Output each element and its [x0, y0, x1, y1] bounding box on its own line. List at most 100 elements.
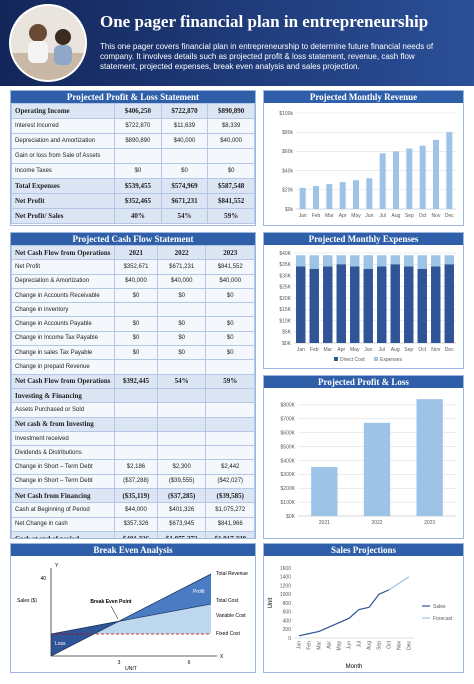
table-row: Cash at end of period $401,326 $1,075,272 $…: [11, 530, 255, 538]
y-tick-label: $300K: [281, 472, 296, 478]
table-row: Income Taxes $0 $0 $0: [11, 163, 255, 179]
cell: 59%: [207, 208, 255, 224]
cell: $0: [114, 330, 158, 347]
cell: ($37,285): [156, 488, 207, 504]
tick: 6: [188, 660, 191, 666]
x-tick-label: Apr: [337, 347, 345, 353]
bar: [311, 467, 338, 516]
cell: [156, 359, 207, 375]
bar-segment: [296, 255, 306, 267]
x-tick-label: Nov: [431, 347, 440, 353]
axis-name: Y: [55, 563, 59, 569]
y-tick-label: $700K: [281, 417, 296, 423]
table-row: Net cash & from Investing: [11, 416, 255, 432]
cell: $401,326: [156, 502, 207, 518]
y-tick-label: 1600: [280, 566, 291, 572]
cell: $352,671: [114, 259, 158, 275]
cell: $0: [114, 316, 158, 332]
y-tick-label: 1000: [280, 592, 291, 598]
x-tick-label: Mar: [317, 641, 323, 650]
legend-swatch: [334, 357, 338, 361]
cell: $0: [207, 163, 255, 179]
chart-panel: Projected Monthly Revenue $0k $20k $40k $60…: [263, 90, 464, 226]
y-tick-label: $0K: [282, 341, 292, 347]
x-tick-label: Oct: [418, 347, 426, 353]
cell: $0: [156, 316, 207, 332]
y-tick-label: $10K: [279, 318, 291, 324]
cell: $722,870: [160, 103, 209, 119]
cost-line: [50, 603, 212, 635]
y-tick-label: $20K: [279, 296, 291, 302]
cell: $40,000: [156, 273, 207, 289]
y-tick-label: 400: [283, 618, 292, 624]
cell: [114, 148, 162, 164]
row-label: Change in Accounts Payable: [11, 316, 115, 332]
axis-name: X: [220, 654, 224, 660]
table-row: Change in Income Tax Payable $0 $0 $0: [11, 330, 255, 347]
line-label: Fixed Cost: [216, 631, 241, 637]
y-tick-label: $30K: [279, 273, 291, 279]
table: Net Cash Flow from Operations 2021 2022 202…: [11, 244, 255, 538]
line-label: Variable Cost: [216, 613, 246, 619]
y-tick-label: $0k: [285, 207, 294, 213]
cell: 40%: [114, 208, 162, 224]
cell: $574,969: [160, 178, 209, 194]
cell: $40,000: [207, 133, 255, 149]
bar-segment: [350, 266, 360, 343]
y-tick-label: $5K: [282, 330, 292, 336]
row-label: Net Change in cash: [11, 516, 115, 532]
x-tick-label: Dec: [445, 347, 454, 353]
bar: [393, 151, 399, 209]
x-axis-label: Month: [346, 664, 363, 670]
table-row: Change in Short – Term Debt ($37,288) ($39…: [11, 473, 255, 490]
cell: $0: [205, 287, 255, 304]
row-label: Income Taxes: [11, 163, 115, 179]
bar-segment: [404, 255, 414, 267]
row-label: Net Profit: [11, 193, 115, 209]
cell: $0: [114, 287, 158, 304]
row-label: Net cash & from Investing: [11, 416, 115, 432]
x-tick-label: Jul: [379, 213, 385, 219]
y-tick-label: $40k: [282, 168, 293, 174]
cell: ($42,027): [205, 473, 255, 490]
x-tick-label: Apr: [339, 213, 347, 219]
cell: [205, 302, 255, 318]
cell: [156, 402, 207, 418]
x-tick-label: 2021: [319, 520, 330, 526]
x-tick-label: Aug: [367, 641, 373, 650]
bar-segment: [444, 264, 454, 343]
cell: [205, 430, 255, 447]
y-tick-label: $60k: [282, 149, 293, 155]
table-row: Net Change in cash $357,326 $673,945 $841,9…: [11, 516, 255, 532]
row-label: Cash at end of period: [11, 530, 115, 538]
table-row: Net Cash from Financing ($35,119) ($37,285…: [11, 488, 255, 504]
cell: [114, 402, 158, 418]
x-tick-label: Jan: [297, 641, 303, 649]
cell: $0: [156, 287, 207, 304]
cell: $0: [205, 330, 255, 347]
x-tick-label: Nov: [397, 641, 403, 650]
chart: $0K $100K $200K $300K $400K $500K $600K $700K $8…: [281, 399, 456, 526]
row-label: Depreciation and Amortization: [11, 133, 115, 149]
x-tick-label: Jul: [357, 641, 363, 647]
table-row: Change in sales Tax Payable $0 $0 $0: [11, 345, 255, 361]
cell: $40,000: [205, 273, 255, 289]
panel-title: Projected Cash Flow Statement: [11, 233, 255, 245]
bar: [416, 399, 443, 516]
row-label: Investment received: [11, 430, 115, 447]
x-tick-label: Mar: [323, 347, 332, 353]
row-label: Change in prepaid Revenue: [11, 359, 115, 375]
cell: $673,945: [156, 516, 207, 532]
cell: $0: [205, 345, 255, 361]
y-tick-label: $35K: [279, 262, 291, 268]
chart-panel: Projected Monthly Expenses $0K $5K $10K $15…: [263, 232, 464, 369]
cell: $0: [114, 345, 158, 361]
chart: 0 200 400 600 800 1000 1200 1400 1600 Jan Feb Mar Ap…: [268, 566, 453, 670]
cell: $890,890: [207, 103, 255, 119]
cell: 54%: [160, 208, 209, 224]
x-tick-label: Aug: [392, 213, 401, 219]
cell: [114, 359, 158, 375]
cell: 54%: [156, 373, 207, 389]
line: [298, 589, 390, 637]
x-tick-label: Jun: [365, 213, 373, 219]
